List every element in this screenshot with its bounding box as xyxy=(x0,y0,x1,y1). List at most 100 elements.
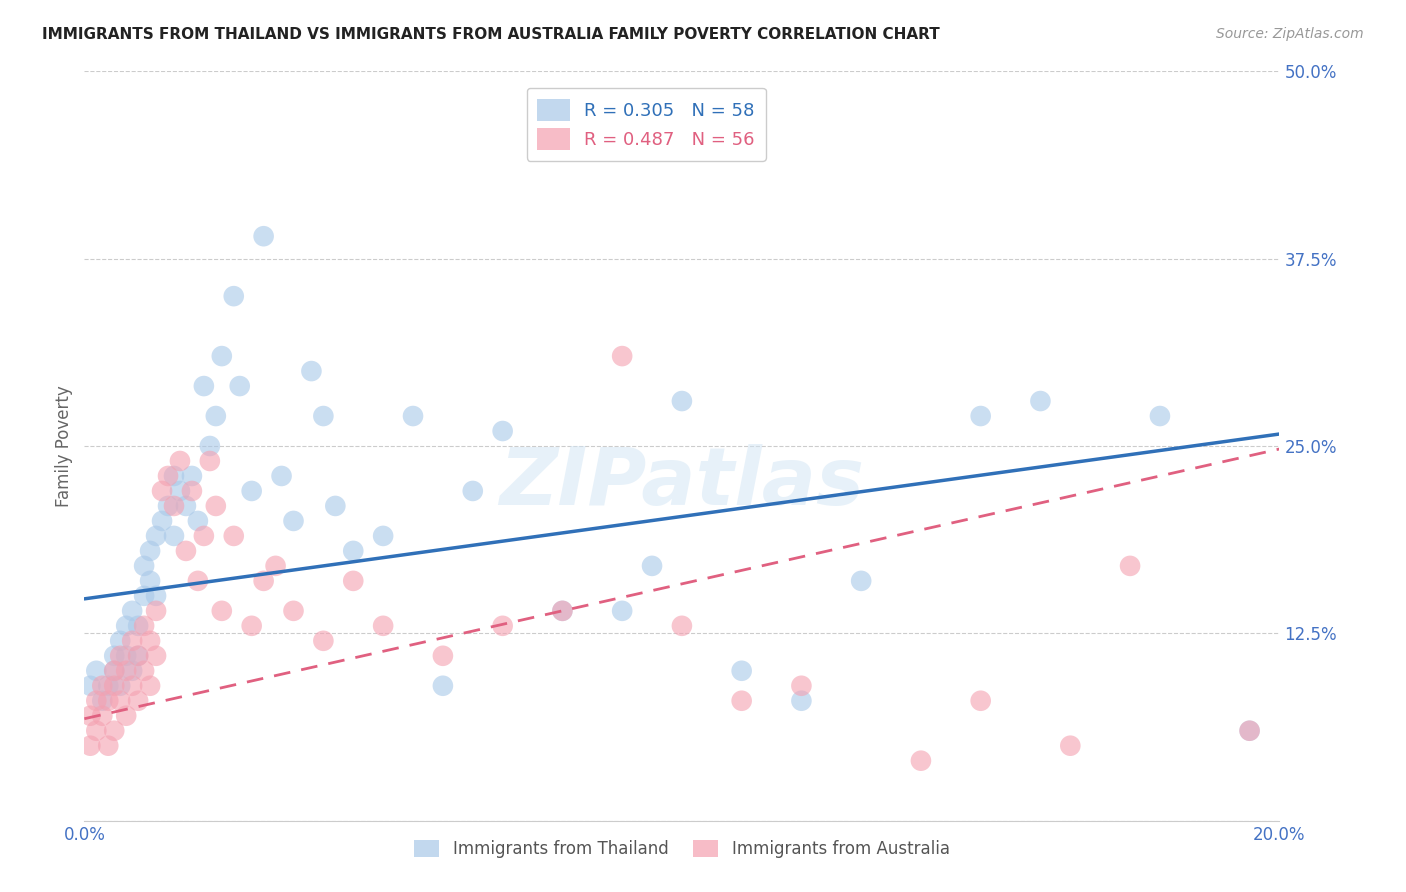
Point xyxy=(150,483,173,498)
Point xyxy=(91,679,114,693)
Point xyxy=(205,499,228,513)
Point xyxy=(91,694,114,708)
Point xyxy=(86,723,108,738)
Point xyxy=(325,499,347,513)
Point xyxy=(115,664,138,678)
Point xyxy=(671,619,693,633)
Point xyxy=(150,514,173,528)
Point xyxy=(86,664,108,678)
Point xyxy=(79,708,101,723)
Point xyxy=(132,589,156,603)
Point xyxy=(402,409,425,423)
Point xyxy=(342,574,364,588)
Point xyxy=(492,619,515,633)
Point xyxy=(103,679,125,693)
Point xyxy=(127,648,149,663)
Point xyxy=(110,648,132,663)
Point xyxy=(551,604,574,618)
Point xyxy=(103,648,125,663)
Point xyxy=(193,529,215,543)
Point xyxy=(132,664,156,678)
Point xyxy=(198,439,221,453)
Point xyxy=(163,499,186,513)
Point xyxy=(103,664,125,678)
Point xyxy=(211,604,233,618)
Point xyxy=(145,604,167,618)
Text: IMMIGRANTS FROM THAILAND VS IMMIGRANTS FROM AUSTRALIA FAMILY POVERTY CORRELATION: IMMIGRANTS FROM THAILAND VS IMMIGRANTS F… xyxy=(42,27,941,42)
Point xyxy=(461,483,484,498)
Point xyxy=(115,619,138,633)
Point xyxy=(103,664,125,678)
Point xyxy=(127,694,149,708)
Point xyxy=(1239,723,1261,738)
Legend: Immigrants from Thailand, Immigrants from Australia: Immigrants from Thailand, Immigrants fro… xyxy=(408,833,956,864)
Point xyxy=(910,754,932,768)
Point xyxy=(970,694,993,708)
Point xyxy=(211,349,233,363)
Point xyxy=(253,229,276,244)
Point xyxy=(110,633,132,648)
Point xyxy=(205,409,228,423)
Point xyxy=(432,648,454,663)
Point xyxy=(174,499,197,513)
Point xyxy=(163,469,186,483)
Point xyxy=(115,648,138,663)
Point xyxy=(157,469,180,483)
Point xyxy=(312,409,335,423)
Point xyxy=(301,364,323,378)
Point xyxy=(115,708,138,723)
Point xyxy=(169,454,191,468)
Point xyxy=(121,679,143,693)
Point xyxy=(790,694,813,708)
Point xyxy=(283,514,305,528)
Point xyxy=(612,604,634,618)
Point xyxy=(1119,558,1142,573)
Point xyxy=(103,723,125,738)
Point xyxy=(181,483,204,498)
Point xyxy=(127,648,149,663)
Point xyxy=(228,379,252,393)
Point xyxy=(240,483,263,498)
Point xyxy=(612,349,634,363)
Y-axis label: Family Poverty: Family Poverty xyxy=(55,385,73,507)
Point xyxy=(132,619,156,633)
Point xyxy=(187,514,209,528)
Point xyxy=(641,558,664,573)
Point xyxy=(283,604,305,618)
Point xyxy=(1239,723,1261,738)
Point xyxy=(222,529,245,543)
Point xyxy=(121,633,143,648)
Point xyxy=(127,619,149,633)
Point xyxy=(240,619,263,633)
Point xyxy=(731,664,754,678)
Point xyxy=(121,604,143,618)
Point xyxy=(145,589,167,603)
Point xyxy=(174,544,197,558)
Point xyxy=(169,483,191,498)
Point xyxy=(970,409,993,423)
Point xyxy=(851,574,873,588)
Point xyxy=(139,574,162,588)
Text: Source: ZipAtlas.com: Source: ZipAtlas.com xyxy=(1216,27,1364,41)
Point xyxy=(671,394,693,409)
Point xyxy=(139,633,162,648)
Point xyxy=(492,424,515,438)
Point xyxy=(79,739,101,753)
Point xyxy=(731,694,754,708)
Point xyxy=(145,648,167,663)
Point xyxy=(264,558,287,573)
Text: ZIPatlas: ZIPatlas xyxy=(499,444,865,523)
Point xyxy=(193,379,215,393)
Point xyxy=(222,289,245,303)
Point xyxy=(551,604,574,618)
Point xyxy=(1059,739,1081,753)
Point xyxy=(86,694,108,708)
Point xyxy=(97,679,120,693)
Point xyxy=(110,679,132,693)
Point xyxy=(79,679,101,693)
Point xyxy=(270,469,292,483)
Point xyxy=(110,694,132,708)
Point xyxy=(1029,394,1052,409)
Point xyxy=(139,679,162,693)
Point xyxy=(139,544,162,558)
